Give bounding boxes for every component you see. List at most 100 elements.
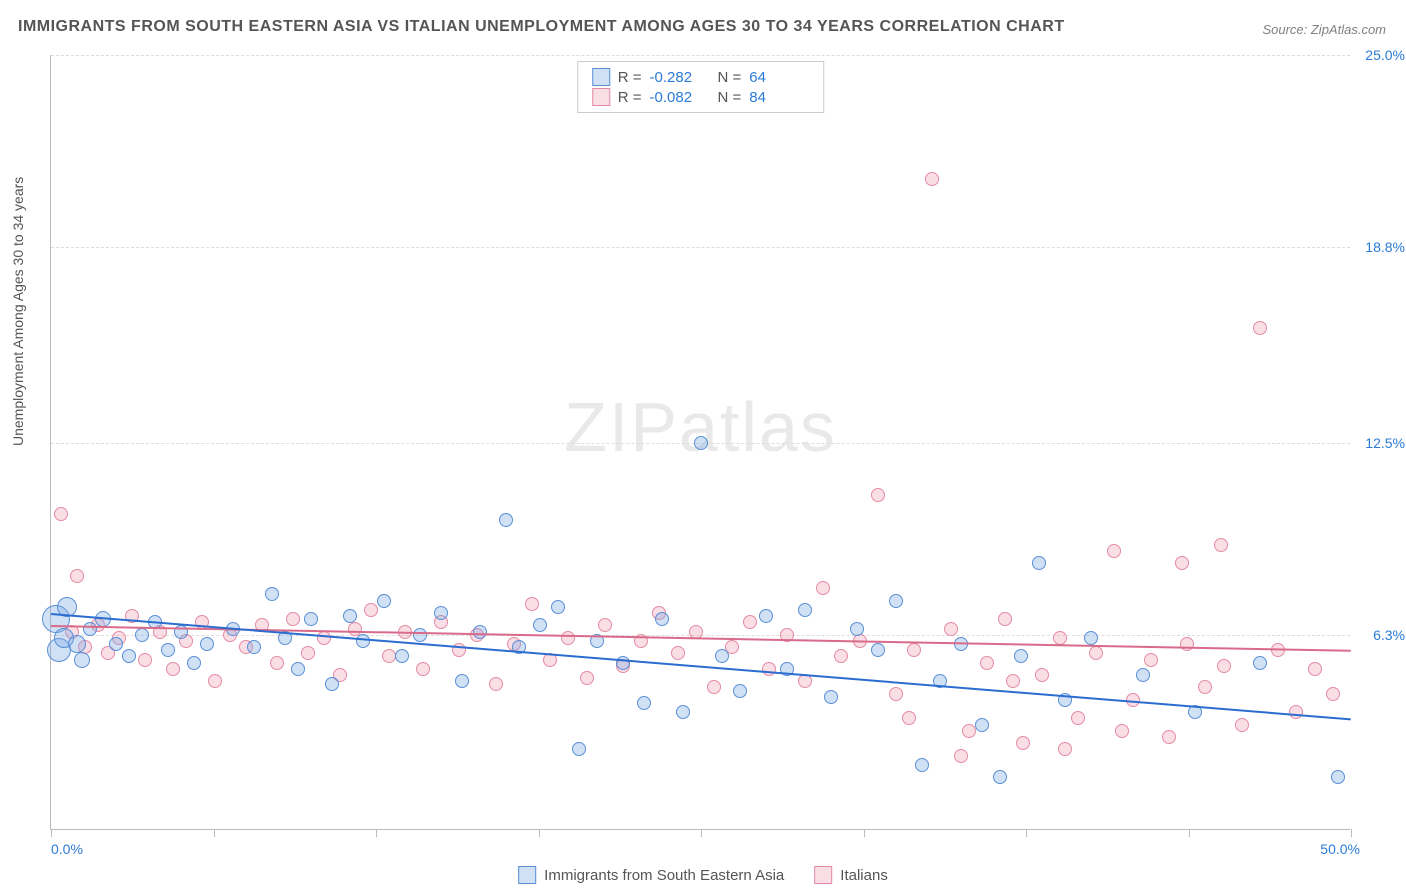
data-point-a xyxy=(889,594,903,608)
grid-line xyxy=(51,247,1350,248)
data-point-a xyxy=(247,640,261,654)
data-point-b xyxy=(902,711,916,725)
data-point-b xyxy=(871,488,885,502)
data-point-a xyxy=(1136,668,1150,682)
data-point-a xyxy=(377,594,391,608)
data-point-a xyxy=(395,649,409,663)
data-point-a xyxy=(655,612,669,626)
data-point-a xyxy=(637,696,651,710)
data-point-a xyxy=(291,662,305,676)
data-point-a xyxy=(824,690,838,704)
data-point-b xyxy=(1107,544,1121,558)
stat-label: N = xyxy=(718,89,742,106)
data-point-b xyxy=(525,597,539,611)
data-point-b xyxy=(889,687,903,701)
data-point-a xyxy=(473,625,487,639)
data-point-b xyxy=(925,172,939,186)
data-point-b xyxy=(138,653,152,667)
stat-label: N = xyxy=(718,69,742,86)
grid-line xyxy=(51,55,1350,56)
data-point-b xyxy=(270,656,284,670)
data-point-b xyxy=(208,674,222,688)
data-point-b xyxy=(382,649,396,663)
data-point-b xyxy=(561,631,575,645)
data-point-b xyxy=(166,662,180,676)
data-point-b xyxy=(834,649,848,663)
data-point-a xyxy=(304,612,318,626)
data-point-a xyxy=(1032,556,1046,570)
data-point-b xyxy=(54,507,68,521)
data-point-b xyxy=(954,749,968,763)
data-point-b xyxy=(1115,724,1129,738)
source-attribution: Source: ZipAtlas.com xyxy=(1262,22,1386,37)
data-point-b xyxy=(1180,637,1194,651)
data-point-b xyxy=(598,618,612,632)
x-tick xyxy=(51,829,52,837)
data-point-a xyxy=(1084,631,1098,645)
legend-label-a: Immigrants from South Eastern Asia xyxy=(544,867,784,884)
data-point-a xyxy=(572,742,586,756)
data-point-b xyxy=(301,646,315,660)
legend-stats-row: R = -0.282 N = 64 xyxy=(592,68,810,86)
x-tick xyxy=(1189,829,1190,837)
data-point-b xyxy=(816,581,830,595)
swatch-series-a-icon xyxy=(592,68,610,86)
plot-area: ZIPatlas R = -0.282 N = 64 R = -0.082 N … xyxy=(50,55,1350,830)
data-point-b xyxy=(1175,556,1189,570)
data-point-a xyxy=(187,656,201,670)
data-point-b xyxy=(907,643,921,657)
data-point-a xyxy=(1331,770,1345,784)
data-point-a xyxy=(343,609,357,623)
data-point-a xyxy=(499,513,513,527)
stat-n-b: 84 xyxy=(749,89,809,106)
swatch-series-a-icon xyxy=(518,866,536,884)
data-point-b xyxy=(1058,742,1072,756)
y-tick-label: 12.5% xyxy=(1355,435,1405,451)
data-point-b xyxy=(416,662,430,676)
data-point-a xyxy=(356,634,370,648)
data-point-b xyxy=(70,569,84,583)
data-point-a xyxy=(265,587,279,601)
data-point-a xyxy=(715,649,729,663)
x-tick xyxy=(864,829,865,837)
data-point-b xyxy=(1198,680,1212,694)
data-point-b xyxy=(1144,653,1158,667)
data-point-b xyxy=(364,603,378,617)
x-tick xyxy=(1026,829,1027,837)
y-tick-label: 25.0% xyxy=(1355,47,1405,63)
data-point-a xyxy=(694,436,708,450)
data-point-b xyxy=(1235,718,1249,732)
data-point-b xyxy=(1162,730,1176,744)
data-point-a xyxy=(434,606,448,620)
data-point-a xyxy=(551,600,565,614)
data-point-b xyxy=(1289,705,1303,719)
x-tick xyxy=(214,829,215,837)
legend-label-b: Italians xyxy=(840,867,888,884)
x-tick xyxy=(701,829,702,837)
watermark: ZIPatlas xyxy=(564,387,837,467)
data-point-a xyxy=(975,718,989,732)
data-point-a xyxy=(83,622,97,636)
data-point-a xyxy=(993,770,1007,784)
data-point-a xyxy=(1014,649,1028,663)
x-tick xyxy=(1351,829,1352,837)
data-point-a xyxy=(759,609,773,623)
data-point-a xyxy=(533,618,547,632)
data-point-b xyxy=(1308,662,1322,676)
swatch-series-b-icon xyxy=(814,866,832,884)
y-tick-label: 6.3% xyxy=(1355,627,1405,643)
data-point-a xyxy=(200,637,214,651)
data-point-a xyxy=(161,643,175,657)
data-point-a xyxy=(871,643,885,657)
data-point-a xyxy=(109,637,123,651)
y-axis-title: Unemployment Among Ages 30 to 34 years xyxy=(10,177,26,446)
x-tick xyxy=(376,829,377,837)
data-point-a xyxy=(616,656,630,670)
data-point-b xyxy=(944,622,958,636)
data-point-a xyxy=(676,705,690,719)
data-point-b xyxy=(998,612,1012,626)
data-point-b xyxy=(762,662,776,676)
x-axis-label-left: 0.0% xyxy=(51,841,83,857)
x-axis-label-right: 50.0% xyxy=(1320,841,1360,857)
data-point-a xyxy=(122,649,136,663)
